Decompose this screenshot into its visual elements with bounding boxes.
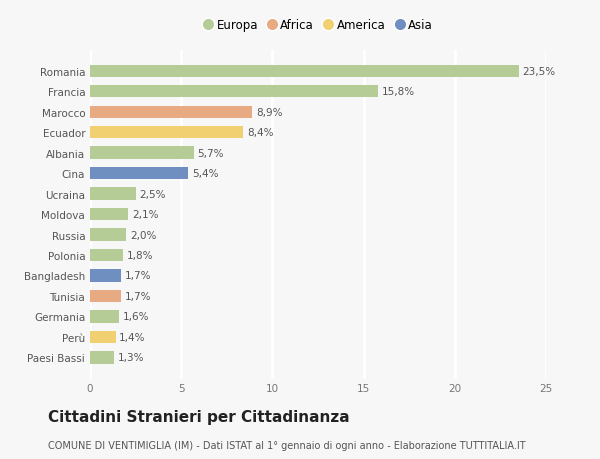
Legend: Europa, Africa, America, Asia: Europa, Africa, America, Asia <box>201 17 435 35</box>
Bar <box>90 270 121 282</box>
Bar <box>90 65 518 78</box>
Text: 2,5%: 2,5% <box>139 189 166 199</box>
Text: 1,8%: 1,8% <box>127 251 153 260</box>
Text: 5,4%: 5,4% <box>192 169 218 179</box>
Bar <box>90 208 128 221</box>
Bar <box>90 106 253 118</box>
Bar <box>90 331 116 343</box>
Bar <box>90 229 127 241</box>
Text: 1,6%: 1,6% <box>123 312 149 322</box>
Text: 1,4%: 1,4% <box>119 332 146 342</box>
Text: 2,1%: 2,1% <box>132 210 158 219</box>
Text: 15,8%: 15,8% <box>382 87 415 97</box>
Bar <box>90 168 188 180</box>
Bar <box>90 147 194 159</box>
Text: 1,7%: 1,7% <box>125 271 151 281</box>
Bar <box>90 86 378 98</box>
Bar <box>90 352 114 364</box>
Text: COMUNE DI VENTIMIGLIA (IM) - Dati ISTAT al 1° gennaio di ogni anno - Elaborazion: COMUNE DI VENTIMIGLIA (IM) - Dati ISTAT … <box>48 440 526 450</box>
Bar <box>90 290 121 302</box>
Text: 2,0%: 2,0% <box>130 230 157 240</box>
Text: 8,9%: 8,9% <box>256 107 283 118</box>
Text: 1,3%: 1,3% <box>118 353 144 363</box>
Text: 5,7%: 5,7% <box>197 148 224 158</box>
Bar <box>90 249 123 262</box>
Bar <box>90 311 119 323</box>
Bar <box>90 127 243 139</box>
Text: 23,5%: 23,5% <box>522 67 556 77</box>
Text: Cittadini Stranieri per Cittadinanza: Cittadini Stranieri per Cittadinanza <box>48 409 350 425</box>
Text: 8,4%: 8,4% <box>247 128 274 138</box>
Bar <box>90 188 136 200</box>
Text: 1,7%: 1,7% <box>125 291 151 301</box>
